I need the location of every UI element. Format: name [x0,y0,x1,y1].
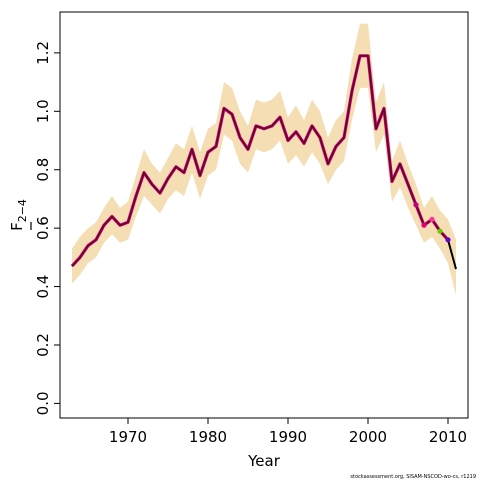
x-tick-label: 1980 [189,428,227,446]
series-line-layer [70,54,457,270]
x-axis-title: Year [247,452,281,470]
retro-point [437,228,443,234]
y-axis-title-main: F [8,222,26,231]
confidence-band [72,23,456,296]
confidence-band-layer [72,23,456,296]
retro-point [413,202,419,208]
x-tick-label: 2010 [429,428,467,446]
svg-text:F2−4: F2−4 [8,199,29,231]
y-tick-label: 0.0 [34,391,52,415]
retro-point [445,237,451,243]
x-axis: 1970 1980 1990 2000 2010 [109,418,467,446]
y-tick-label: 0.8 [34,158,52,182]
y-tick-label: 1.0 [34,99,52,123]
retro-point [429,216,435,222]
footer-credit: stockassessment.org, SISAM-NSCOD-wo-cs, … [350,474,476,480]
x-tick-label: 1990 [269,428,307,446]
plot-frame [59,11,469,419]
y-tick-label: 0.6 [34,216,52,240]
final-year-segment [447,239,457,270]
series-line [71,54,449,267]
y-axis: 0.0 0.2 0.4 0.6 0.8 1.0 1.2 [34,41,60,415]
retro-peel-layer [413,202,451,243]
y-axis-title-subscript: 2−4 [16,199,29,222]
x-tick-label: 2000 [349,428,387,446]
x-tick-label: 1970 [109,428,147,446]
y-tick-label: 1.2 [34,41,52,65]
y-axis-title: F2−4 [8,199,32,231]
y-tick-label: 0.4 [34,275,52,299]
y-tick-label: 0.2 [34,333,52,357]
retro-point [421,222,427,228]
